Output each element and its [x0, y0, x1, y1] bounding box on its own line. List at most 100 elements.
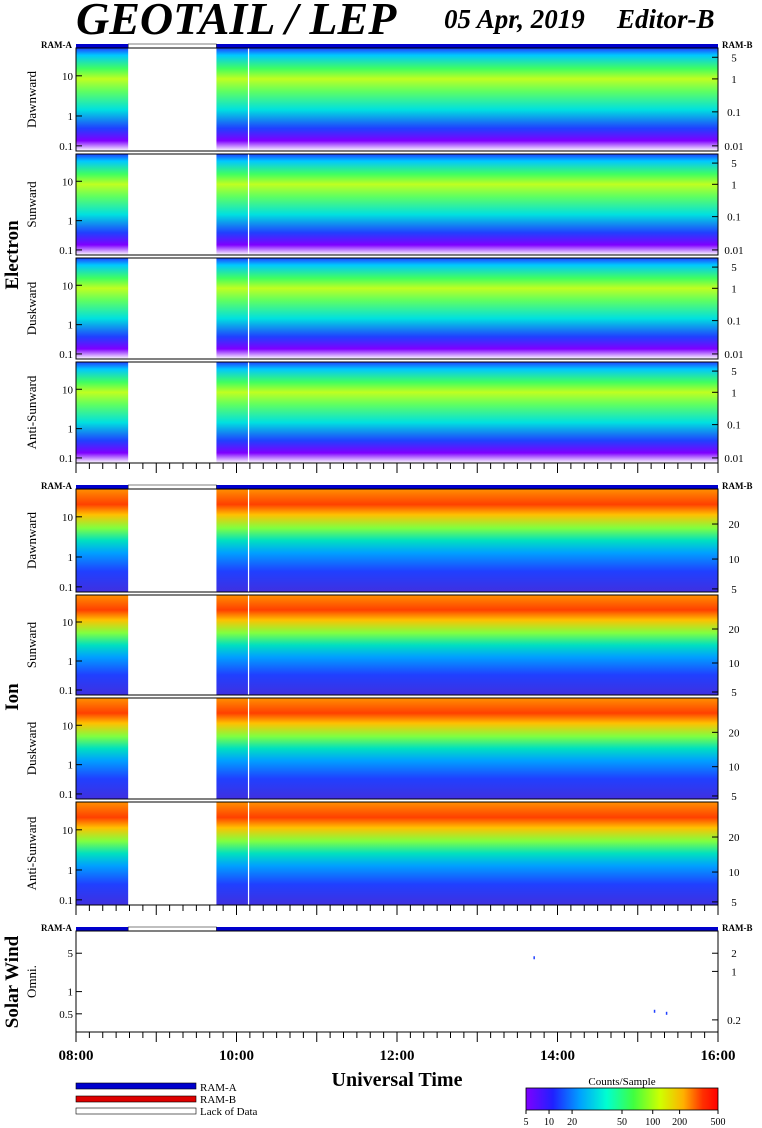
- group-label: Electron: [2, 220, 23, 290]
- right-tick-label: 5: [731, 52, 737, 64]
- panel-label: Duskward: [24, 281, 39, 335]
- lack-of-data-bar: [127, 43, 217, 49]
- colorbar-tick-label: 500: [711, 1117, 726, 1128]
- group-label: Solar Wind: [2, 935, 23, 1028]
- left-tick-label: 0.1: [59, 582, 73, 594]
- right-tick-label: 0.01: [724, 141, 743, 153]
- left-tick-label: 10: [62, 71, 74, 83]
- panel-label: Dawnward: [24, 70, 39, 128]
- ram-a-bar: [76, 927, 718, 931]
- left-tick-label: 0.1: [59, 685, 73, 697]
- left-tick-label: 1: [68, 865, 74, 877]
- panel-label: Duskward: [24, 721, 39, 775]
- ram-a-label: RAM-A: [41, 481, 72, 491]
- right-tick-label: 0.1: [727, 316, 741, 328]
- spectrogram-block: [216, 362, 718, 463]
- right-tick-label: 0.01: [724, 349, 743, 361]
- colorbar-title: Counts/Sample: [588, 1076, 655, 1088]
- right-tick-label: 2: [731, 948, 737, 960]
- left-tick-label: 0.1: [59, 453, 73, 465]
- colorbar-tick-label: 50: [617, 1117, 627, 1128]
- left-tick-label: 1: [68, 111, 74, 123]
- left-tick-label: 10: [62, 512, 74, 524]
- left-tick-label: 10: [62, 280, 74, 292]
- legend-label-ram-a: RAM-A: [200, 1082, 237, 1094]
- left-tick-label: 0.5: [59, 1009, 73, 1021]
- right-tick-label: 5: [731, 584, 737, 596]
- spectrogram-block: [76, 258, 129, 359]
- right-tick-label: 10: [729, 867, 741, 879]
- panel-label: Sunward: [24, 621, 39, 668]
- right-tick-label: 0.2: [727, 1015, 741, 1027]
- panel-frame: [75, 153, 719, 256]
- panel-frame: [75, 697, 719, 800]
- left-tick-label: 1: [68, 656, 74, 668]
- ram-b-label: RAM-B: [722, 40, 753, 50]
- left-tick-label: 10: [62, 384, 74, 396]
- spectrogram-block: [76, 595, 129, 695]
- right-tick-label: 10: [729, 762, 741, 774]
- right-tick-label: 10: [729, 658, 741, 670]
- x-tick-label: 10:00: [219, 1048, 254, 1064]
- ram-b-label: RAM-B: [722, 481, 753, 491]
- ram-a-bar: [76, 44, 718, 48]
- right-tick-label: 1: [731, 74, 737, 86]
- right-tick-label: 20: [729, 519, 741, 531]
- panel-frame: [75, 47, 719, 152]
- right-tick-label: 1: [731, 283, 737, 295]
- right-tick-label: 5: [731, 262, 737, 274]
- right-tick-label: 20: [729, 727, 741, 739]
- panel-frame: [75, 930, 719, 1033]
- spectrogram-block: [216, 154, 718, 255]
- colorbar-tick-label: 200: [672, 1117, 687, 1128]
- solar-wind-point: [533, 956, 535, 960]
- right-tick-label: 1: [731, 387, 737, 399]
- lack-of-data-bar: [127, 926, 217, 932]
- left-tick-label: 10: [62, 720, 74, 732]
- right-tick-label: 0.01: [724, 453, 743, 465]
- spectrogram-block: [76, 154, 129, 255]
- spectrogram-block: [216, 698, 718, 799]
- figure-editor: Editor-B: [616, 4, 715, 34]
- left-tick-label: 5: [68, 948, 74, 960]
- x-axis: 08:00 10:00 12:00 14:00 16:00: [59, 1048, 736, 1064]
- right-tick-label: 1: [731, 966, 737, 978]
- right-tick-label: 5: [731, 791, 737, 803]
- spectrogram-block: [76, 698, 129, 799]
- right-tick-label: 5: [731, 897, 737, 909]
- right-tick-label: 0.1: [727, 212, 741, 224]
- panel-frame: [75, 594, 719, 696]
- x-tick-label: 16:00: [701, 1048, 736, 1064]
- colorbar-tick-label: 100: [645, 1117, 660, 1128]
- spectrogram-block: [216, 802, 718, 905]
- solar-wind-point: [665, 1011, 668, 1015]
- left-tick-label: 1: [68, 760, 74, 772]
- spectrogram-block: [76, 489, 129, 592]
- left-tick-label: 0.1: [59, 245, 73, 257]
- ram-a-bar: [76, 485, 718, 489]
- left-tick-label: 10: [62, 825, 74, 837]
- panel-frame: [75, 257, 719, 360]
- group-label: Ion: [2, 683, 23, 711]
- left-tick-label: 1: [68, 320, 74, 332]
- left-tick-label: 0.1: [59, 141, 73, 153]
- spectrogram-block: [76, 362, 129, 463]
- right-tick-label: 20: [729, 832, 741, 844]
- solar-wind-point: [653, 1009, 656, 1013]
- colorbar-tick-label: 5: [524, 1117, 529, 1128]
- left-tick-label: 0.1: [59, 349, 73, 361]
- colorbar: Counts/Sample 5 10 20 50 100 200 500: [524, 1076, 726, 1128]
- left-tick-label: 10: [62, 617, 74, 629]
- left-tick-label: 10: [62, 176, 74, 188]
- panel-label: Anti-Sunward: [24, 375, 39, 449]
- legend-label-ram-b: RAM-B: [200, 1094, 236, 1106]
- spectrogram-block: [216, 595, 718, 695]
- legend-swatch-ram-a: [75, 1082, 197, 1090]
- spectrogram-block: [76, 802, 129, 905]
- left-tick-label: 1: [68, 987, 74, 999]
- ram-a-label: RAM-A: [41, 923, 72, 933]
- left-tick-label: 0.1: [59, 789, 73, 801]
- left-tick-label: 1: [68, 424, 74, 436]
- x-tick-label: 08:00: [59, 1048, 94, 1064]
